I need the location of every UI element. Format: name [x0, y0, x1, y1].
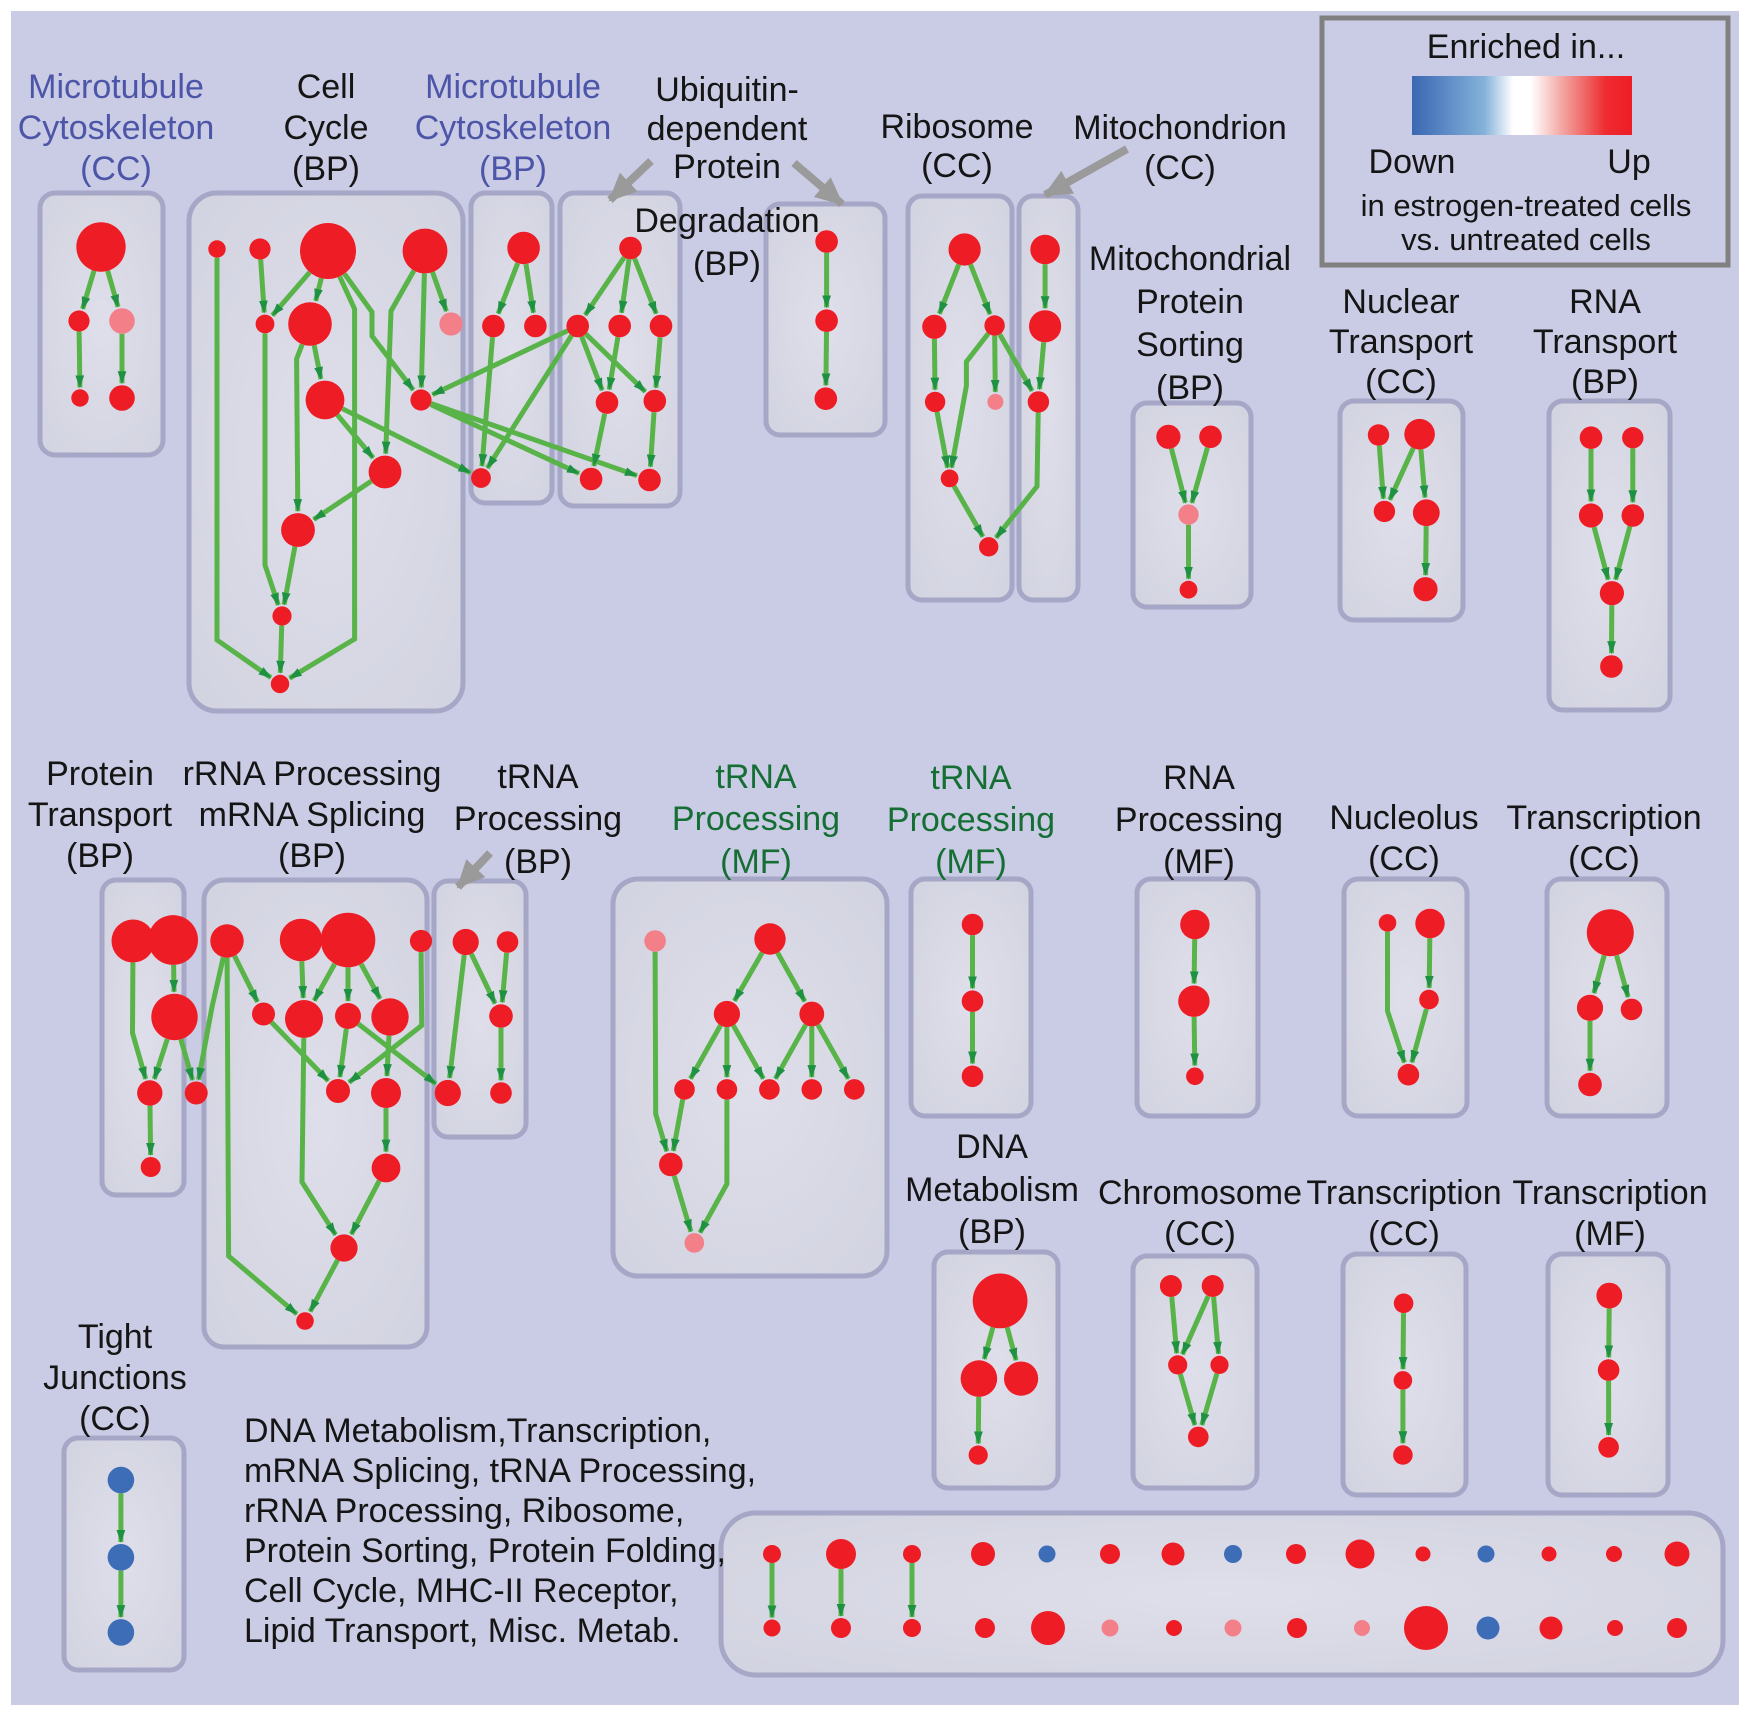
- svg-text:Protein: Protein: [673, 148, 781, 186]
- svg-text:(CC): (CC): [1365, 363, 1437, 401]
- svg-text:(BP): (BP): [958, 1213, 1026, 1251]
- svg-text:Protein Sorting, Protein Foldi: Protein Sorting, Protein Folding,: [244, 1532, 726, 1570]
- svg-text:(CC): (CC): [1164, 1215, 1236, 1253]
- svg-text:(BP): (BP): [1571, 363, 1639, 401]
- svg-text:Mitochondrion: Mitochondrion: [1073, 109, 1287, 147]
- svg-text:(CC): (CC): [1144, 149, 1216, 187]
- svg-text:in estrogen-treated cells: in estrogen-treated cells: [1361, 188, 1692, 223]
- svg-text:tRNA: tRNA: [715, 758, 797, 796]
- svg-text:mRNA Splicing, tRNA Processing: mRNA Splicing, tRNA Processing,: [244, 1452, 756, 1490]
- svg-text:Protein: Protein: [46, 755, 154, 793]
- svg-text:Cycle: Cycle: [283, 109, 368, 147]
- svg-text:tRNA: tRNA: [930, 759, 1012, 797]
- svg-text:(BP): (BP): [504, 843, 572, 881]
- svg-text:Degradation: Degradation: [634, 202, 819, 240]
- svg-text:Ribosome: Ribosome: [880, 108, 1033, 146]
- svg-text:Chromosome: Chromosome: [1098, 1174, 1302, 1212]
- svg-text:(CC): (CC): [1368, 1215, 1440, 1253]
- svg-text:Down: Down: [1369, 143, 1456, 181]
- svg-text:Processing: Processing: [1115, 801, 1283, 839]
- svg-text:Transcription: Transcription: [1512, 1174, 1707, 1212]
- svg-text:Transport: Transport: [1329, 323, 1474, 361]
- svg-text:Cell: Cell: [297, 68, 356, 106]
- svg-text:(MF): (MF): [720, 843, 792, 881]
- svg-text:RNA: RNA: [1163, 759, 1235, 797]
- svg-text:(MF): (MF): [1163, 843, 1235, 881]
- svg-text:Processing: Processing: [454, 800, 622, 838]
- svg-text:Up: Up: [1607, 143, 1650, 181]
- svg-text:(CC): (CC): [79, 1400, 151, 1438]
- svg-text:Microtubule: Microtubule: [425, 68, 601, 106]
- svg-text:(BP): (BP): [292, 150, 360, 188]
- svg-text:mRNA Splicing: mRNA Splicing: [199, 796, 426, 834]
- svg-text:(CC): (CC): [80, 150, 152, 188]
- svg-text:(BP): (BP): [693, 245, 761, 283]
- svg-text:(MF): (MF): [935, 843, 1007, 881]
- svg-text:Processing: Processing: [672, 800, 840, 838]
- svg-text:tRNA: tRNA: [497, 758, 579, 796]
- svg-text:Metabolism: Metabolism: [905, 1171, 1079, 1209]
- svg-text:(BP): (BP): [66, 837, 134, 875]
- svg-text:Mitochondrial: Mitochondrial: [1089, 240, 1291, 278]
- svg-text:vs. untreated cells: vs. untreated cells: [1401, 222, 1651, 257]
- svg-text:Cytoskeleton: Cytoskeleton: [18, 109, 215, 147]
- svg-text:rRNA Processing: rRNA Processing: [183, 755, 442, 793]
- svg-text:Transcription: Transcription: [1506, 799, 1701, 837]
- svg-text:Cytoskeleton: Cytoskeleton: [415, 109, 612, 147]
- svg-text:Tight: Tight: [78, 1318, 153, 1356]
- svg-text:(CC): (CC): [921, 147, 993, 185]
- svg-text:Sorting: Sorting: [1136, 326, 1244, 364]
- svg-text:dependent: dependent: [647, 110, 808, 148]
- svg-text:RNA: RNA: [1569, 283, 1641, 321]
- svg-text:Lipid Transport, Misc. Metab.: Lipid Transport, Misc. Metab.: [244, 1612, 681, 1650]
- svg-text:(BP): (BP): [1156, 369, 1224, 407]
- svg-text:(BP): (BP): [479, 150, 547, 188]
- svg-text:Cell Cycle, MHC-II Receptor,: Cell Cycle, MHC-II Receptor,: [244, 1572, 679, 1610]
- svg-text:Transport: Transport: [28, 796, 173, 834]
- svg-text:Transport: Transport: [1533, 323, 1678, 361]
- svg-text:(BP): (BP): [278, 837, 346, 875]
- svg-text:(CC): (CC): [1368, 840, 1440, 878]
- svg-text:DNA: DNA: [956, 1128, 1028, 1166]
- svg-text:Ubiquitin-: Ubiquitin-: [655, 71, 799, 109]
- svg-text:DNA Metabolism,Transcription,: DNA Metabolism,Transcription,: [244, 1412, 711, 1450]
- svg-text:Nucleolus: Nucleolus: [1329, 799, 1478, 837]
- svg-text:Processing: Processing: [887, 801, 1055, 839]
- svg-text:Microtubule: Microtubule: [28, 68, 204, 106]
- svg-text:Enriched in...: Enriched in...: [1427, 28, 1625, 66]
- svg-text:(MF): (MF): [1574, 1215, 1646, 1253]
- svg-text:Protein: Protein: [1136, 283, 1244, 321]
- svg-text:Transcription: Transcription: [1306, 1174, 1501, 1212]
- svg-text:(CC): (CC): [1568, 840, 1640, 878]
- svg-text:rRNA Processing, Ribosome,: rRNA Processing, Ribosome,: [244, 1492, 684, 1530]
- svg-text:Nuclear: Nuclear: [1342, 283, 1459, 321]
- svg-text:Junctions: Junctions: [43, 1359, 187, 1397]
